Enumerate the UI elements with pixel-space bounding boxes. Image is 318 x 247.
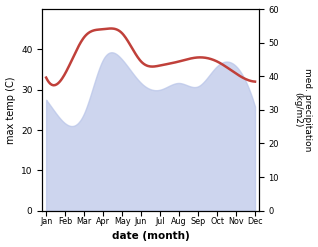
Y-axis label: med. precipitation
(kg/m2): med. precipitation (kg/m2) bbox=[293, 68, 313, 152]
Y-axis label: max temp (C): max temp (C) bbox=[5, 76, 16, 144]
X-axis label: date (month): date (month) bbox=[112, 231, 190, 242]
